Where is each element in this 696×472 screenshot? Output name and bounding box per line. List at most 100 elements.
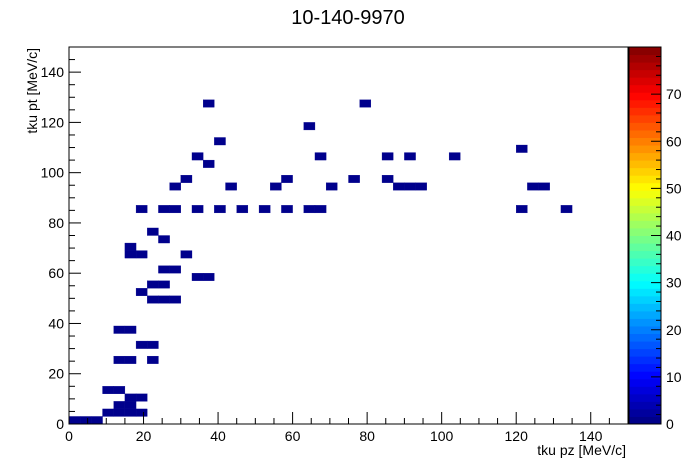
x-tick-label: 140 [579, 428, 603, 444]
heatmap-bin [135, 340, 148, 349]
heatmap-bin [124, 393, 137, 402]
heatmap-bin [91, 416, 103, 425]
color-scale-step [629, 250, 661, 259]
x-tick-label: 80 [359, 428, 375, 444]
color-scale-tick-label: 0 [666, 416, 674, 432]
x-axis-title: tku pz [MeV/c] [537, 442, 626, 458]
heatmap-bin [113, 355, 126, 364]
x-tick-label: 20 [136, 428, 152, 444]
color-scale-step [629, 273, 661, 282]
y-tick-label: 40 [48, 315, 64, 331]
color-scale-step [629, 393, 661, 402]
heatmap-bin [135, 288, 148, 296]
x-tick-label: 0 [65, 428, 73, 444]
heatmap-bin [158, 265, 170, 274]
color-scale-step [629, 152, 661, 161]
color-scale-step [629, 92, 661, 101]
heatmap-bin [169, 182, 181, 191]
heatmap-bin [359, 99, 372, 108]
color-scale-step [629, 356, 661, 365]
heatmap-bin [68, 416, 81, 425]
color-scale-step [629, 310, 661, 319]
heatmap-bin [80, 416, 92, 425]
heatmap-bin [281, 175, 293, 183]
color-scale: 0 10 20 30 40 50 60 70 [628, 46, 682, 432]
heatmap-bin [258, 205, 271, 214]
heatmap-bin [113, 408, 126, 417]
heatmap-bin [415, 182, 427, 191]
heatmap-bin [314, 205, 327, 214]
color-scale-step [629, 386, 661, 395]
heatmap-bin [214, 205, 226, 214]
color-scale-step [629, 227, 661, 236]
heatmap-bin [147, 295, 159, 304]
y-tick-label: 140 [41, 64, 65, 80]
heatmap-bin [404, 182, 416, 191]
color-scale-tick-label: 20 [666, 322, 682, 338]
color-scale-step [629, 69, 661, 78]
heatmap-bin [527, 182, 539, 191]
color-scale-step [629, 160, 661, 169]
heatmap-bin [113, 401, 126, 410]
heatmap-bin [124, 355, 137, 364]
color-scale-step [629, 318, 661, 327]
y-tick-label: 80 [48, 215, 64, 231]
heatmap-bin [404, 152, 416, 161]
color-scale-step [629, 145, 661, 154]
color-scale-step [629, 295, 661, 304]
heatmap-bin [169, 295, 181, 304]
heatmap-bin [158, 205, 170, 214]
color-scale-step [629, 280, 661, 289]
color-scale-step [629, 235, 661, 244]
color-scale-step [629, 416, 661, 425]
heatmap-bin [516, 144, 528, 153]
color-scale-step [629, 341, 661, 350]
color-scale-step [629, 107, 661, 116]
heatmap-bin [158, 295, 170, 304]
heatmap-bin [113, 386, 126, 394]
color-scale-step [629, 303, 661, 312]
heatmap-bin [158, 235, 170, 244]
heatmap-bin [393, 182, 405, 191]
color-scale-step [629, 220, 661, 229]
y-axis-title: tku pt [MeV/c] [24, 48, 40, 134]
chart-title: 10-140-9970 [291, 7, 404, 29]
heatmap-bin [381, 175, 394, 183]
color-scale-step [629, 265, 661, 274]
heatmap-bin [113, 325, 126, 334]
heatmap-bin [147, 340, 159, 349]
color-scale-tick-label: 30 [666, 275, 682, 291]
color-scale-step [629, 129, 661, 138]
color-scale-step [629, 167, 661, 176]
color-scale-step [629, 378, 661, 387]
heatmap-bin [448, 152, 461, 161]
color-scale-step [629, 408, 661, 417]
color-scale-step [629, 333, 661, 342]
color-scale-step [629, 99, 661, 108]
heatmap-bin [314, 152, 327, 161]
heatmap-bin [135, 393, 148, 402]
heatmap-bin [169, 265, 181, 274]
heatmap-bin [381, 152, 394, 161]
color-scale-step [629, 122, 661, 131]
color-scale-step [629, 288, 661, 297]
color-scale-step [629, 47, 661, 56]
y-tick-label: 60 [48, 265, 64, 281]
heatmap-bin [180, 250, 193, 259]
heatmap-bin [214, 137, 226, 146]
heatmap-bin [191, 273, 204, 281]
heatmap-bin [560, 205, 573, 214]
heatmap-bin [225, 182, 237, 191]
heatmap-bin [203, 159, 215, 168]
heatmap-bin [203, 273, 215, 281]
heatmap-bin [236, 205, 249, 214]
y-tick-label: 120 [41, 114, 65, 130]
heatmap-bin [203, 99, 215, 108]
x-tick-label: 60 [285, 428, 301, 444]
heatmap-bin [147, 227, 159, 236]
heatmap-bin [270, 182, 282, 191]
heatmap-bin [538, 182, 550, 191]
y-tick-label: 100 [41, 165, 65, 181]
color-scale-step [629, 401, 661, 410]
color-scale-tick-label: 10 [666, 369, 682, 385]
